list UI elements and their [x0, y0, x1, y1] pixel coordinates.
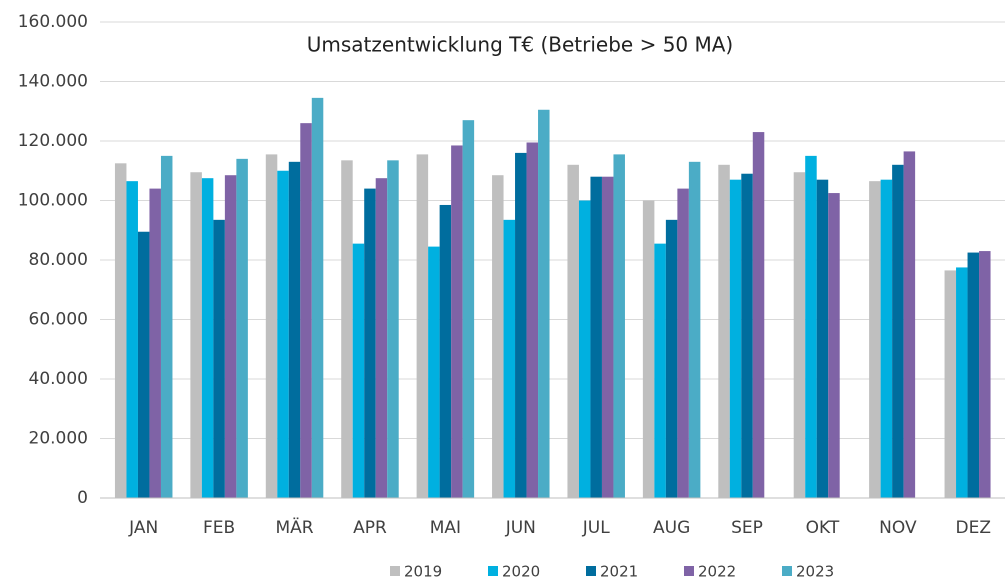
legend-swatch	[586, 566, 596, 576]
legend-label: 2019	[404, 563, 442, 581]
bar	[190, 172, 202, 499]
bar	[601, 176, 614, 498]
bar	[944, 270, 957, 498]
y-tick-label: 100.000	[18, 191, 88, 211]
bar	[828, 193, 840, 498]
x-tick-label: MÄR	[275, 517, 313, 538]
bar	[677, 188, 689, 498]
bar	[224, 175, 237, 498]
legend-label: 2022	[698, 563, 736, 581]
bar	[300, 123, 312, 499]
bar	[462, 120, 475, 499]
bar	[364, 188, 376, 498]
bar	[160, 155, 173, 498]
bar	[288, 161, 301, 498]
x-tick-label: JUL	[582, 518, 610, 538]
bar	[869, 181, 881, 498]
bar	[718, 164, 730, 499]
legend-swatch	[684, 566, 694, 576]
bar	[613, 154, 625, 498]
bar	[492, 175, 504, 498]
chart-title: Umsatzentwicklung T€ (Betriebe > 50 MA)	[307, 33, 733, 57]
bar	[752, 132, 765, 498]
bar	[892, 164, 904, 499]
bar	[126, 181, 138, 498]
bar	[590, 176, 602, 498]
bar	[114, 163, 127, 498]
bar	[665, 219, 678, 498]
legend-label: 2023	[796, 563, 834, 581]
legend-swatch	[390, 566, 400, 576]
bar	[741, 173, 753, 498]
x-tick-label: OKT	[806, 518, 840, 538]
x-tick-label: MAI	[430, 518, 461, 538]
bar	[567, 164, 579, 499]
y-tick-label: 160.000	[18, 12, 88, 32]
y-tick-label: 80.000	[29, 250, 88, 270]
bar	[503, 219, 516, 498]
x-tick-label: AUG	[653, 518, 690, 538]
bar	[642, 200, 655, 498]
bar	[967, 252, 980, 498]
bar	[375, 178, 388, 498]
x-tick-label: DEZ	[956, 518, 991, 538]
bar	[903, 151, 916, 498]
y-tick-label: 40.000	[29, 369, 88, 389]
bar	[578, 200, 591, 498]
x-tick-label: SEP	[731, 518, 763, 538]
bar	[956, 267, 968, 498]
bar	[526, 142, 539, 499]
bar	[816, 179, 829, 499]
legend-label: 2021	[600, 563, 638, 581]
bar	[793, 172, 806, 499]
bar	[341, 160, 353, 498]
bar	[515, 152, 527, 498]
bar	[311, 97, 324, 499]
x-tick-label: NOV	[879, 518, 917, 538]
bar	[880, 179, 893, 499]
bar	[428, 246, 440, 498]
x-tick-label: JAN	[128, 518, 158, 538]
bar	[137, 231, 150, 499]
x-tick-label: APR	[353, 518, 387, 538]
legend-swatch	[488, 566, 498, 576]
bar	[538, 109, 550, 498]
y-tick-label: 120.000	[18, 131, 88, 151]
bar	[805, 155, 817, 498]
bar	[439, 204, 452, 498]
bar	[213, 219, 225, 498]
y-tick-label: 20.000	[29, 429, 88, 449]
bar	[149, 188, 161, 498]
bar	[236, 158, 248, 498]
x-tick-label: JUN	[505, 518, 536, 538]
bar	[451, 145, 463, 498]
bar	[352, 243, 365, 498]
legend-label: 2020	[502, 563, 540, 581]
y-tick-label: 60.000	[29, 310, 88, 330]
bar	[387, 160, 399, 498]
bar	[688, 161, 701, 498]
x-tick-label: FEB	[203, 518, 235, 538]
bar	[979, 251, 991, 498]
bar	[416, 154, 429, 498]
y-tick-label: 140.000	[18, 72, 88, 92]
bar	[729, 179, 742, 499]
bar	[654, 243, 666, 498]
bar	[201, 178, 214, 498]
bar	[277, 170, 289, 498]
y-tick-label: 0	[77, 488, 88, 508]
legend-swatch	[782, 566, 792, 576]
bar	[265, 154, 278, 498]
